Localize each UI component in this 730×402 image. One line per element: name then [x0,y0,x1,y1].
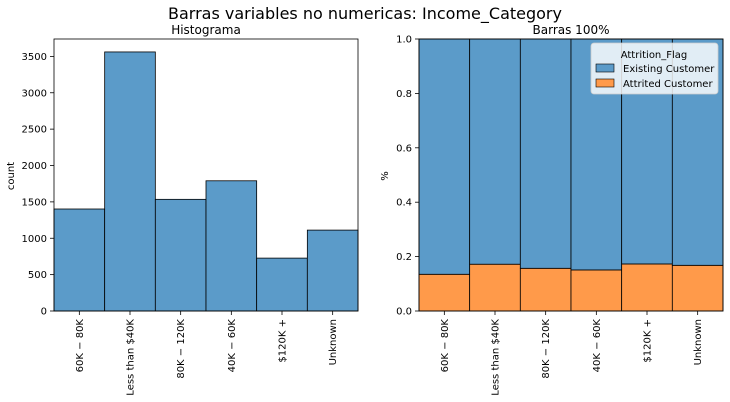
y-tick-label: 0 [41,307,47,318]
legend-label-existing: Existing Customer [623,64,715,75]
legend-box [590,42,719,95]
y-tick-label: 3500 [22,52,47,63]
histogram-bar-60k-80k [53,208,106,312]
legend-label-attrited: Attrited Customer [623,79,713,90]
stacked-frame [418,38,724,312]
stacked-bar-attrited-customer-80k-120k [519,267,572,312]
x-tick-label-unknown: Unknown [693,319,704,365]
histogram-ylabel: count [6,162,17,190]
x-tick-label-60k-80k: 60K − 80K [440,319,451,373]
y-tick-label: 2000 [22,161,47,172]
stacked-x-ticks: 60K − 80K Less than $40K 80K − 120K 40K − 6… [440,311,704,396]
y-tick-label: 3000 [22,88,47,99]
stacked-bar-existing-customer-60k-80k [418,38,471,275]
y-tick-label: 1.0 [396,35,412,46]
y-tick-label: 500 [28,270,47,281]
y-tick-label: 2500 [22,125,47,136]
stacked-bar-attrited-customer-120k [621,263,673,312]
histogram-y-ticks: 0 500 1000 1500 2000 2500 3000 3500 [22,52,54,318]
stacked-ylabel: % [380,171,391,181]
histogram-bar-80k-120k [154,198,207,312]
histogram-frame [53,38,359,312]
y-tick-label: 0.4 [396,198,412,209]
stacked-title: Barras 100% [533,23,610,37]
x-tick-label-120k: $120K + [278,319,289,363]
x-tick-label-80k-120k: 80K − 120K [176,319,187,379]
stacked-bar-existing-customer-less-than-40k [469,38,521,265]
histogram-bar-40k-60k [205,180,258,312]
y-tick-label: 1000 [22,234,47,245]
x-tick-label-unknown: Unknown [328,319,339,365]
y-tick-label: 0.8 [396,89,412,100]
legend: Attrition_Flag Existing Customer Attrite… [590,42,719,95]
histogram-bar-unknown [306,229,359,312]
stacked-bar-existing-customer-80k-120k [519,38,572,269]
histogram-bar-less-than-40k [104,51,156,312]
x-tick-label-40k-60k: 40K − 60K [227,319,238,373]
legend-title: Attrition_Flag [621,50,688,61]
stacked-y-ticks: 0.0 0.2 0.4 0.6 0.8 1.0 [396,35,419,318]
y-tick-label: 0.6 [396,143,412,154]
histogram-bar-120k [256,257,308,312]
stacked-chart: Barras 100% % 0.0 0.2 0.4 0.6 0.8 1.0 60K − 8… [380,23,724,396]
stacked-bar-attrited-customer-unknown [671,264,724,312]
histogram-bars [53,51,359,312]
histogram-chart: Histograma count 0 500 1000 1500 2000 2500 300… [6,23,359,396]
y-tick-label: 1500 [22,197,47,208]
stacked-bar-attrited-customer-40k-60k [570,269,623,312]
stacked-bar-attrited-customer-60k-80k [418,273,471,312]
stacked-bar-attrited-customer-less-than-40k [469,263,521,312]
x-tick-label-less-than-40k: Less than $40K [491,319,502,396]
legend-swatch-attrited [595,78,615,88]
x-tick-label-60k-80k: 60K − 80K [75,319,86,373]
y-tick-label: 0.2 [396,252,412,263]
x-tick-label-120k: $120K + [643,319,654,363]
x-tick-label-80k-120k: 80K − 120K [541,319,552,379]
x-tick-label-less-than-40k: Less than $40K [126,319,137,396]
legend-swatch-existing [595,63,615,73]
y-tick-label: 0.0 [396,307,412,318]
figure-suptitle: Barras variables no numericas: Income_Ca… [168,4,562,24]
histogram-title: Histograma [171,23,241,37]
x-tick-label-40k-60k: 40K − 60K [592,319,603,373]
histogram-x-ticks: 60K − 80K Less than $40K 80K − 120K 40K − 6… [75,311,339,396]
